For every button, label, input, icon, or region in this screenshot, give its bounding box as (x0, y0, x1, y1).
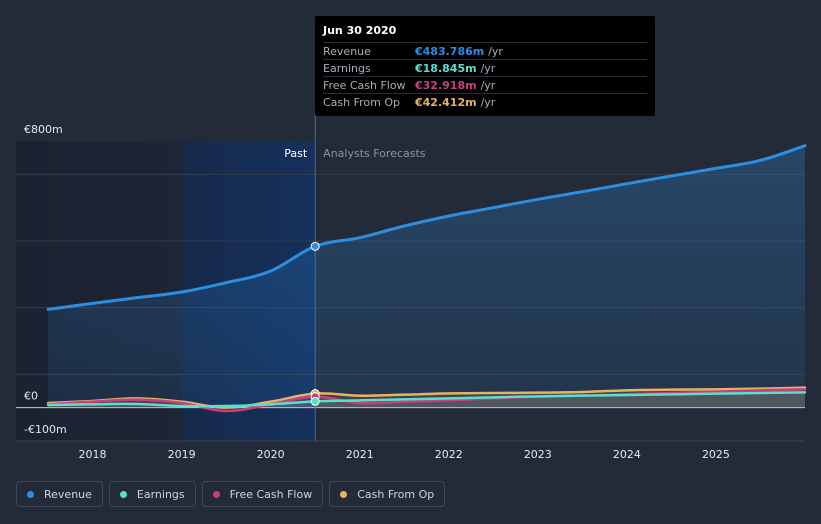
legend-label: Earnings (136, 487, 185, 501)
tooltip-value: €42.412m (415, 95, 477, 109)
x-tick-label: 2021 (346, 448, 374, 461)
tooltip-unit: /yr (488, 44, 503, 58)
tooltip-row-earnings: Earnings €18.845m /yr (323, 59, 647, 76)
tooltip-unit: /yr (480, 61, 496, 75)
tooltip-row-revenue: Revenue €483.786m /yr (323, 42, 647, 59)
legend-dot-icon (340, 490, 348, 498)
y-tick-label: €0 (24, 390, 38, 403)
legend-dot-icon (119, 490, 127, 498)
legend-item-revenue[interactable]: Revenue (16, 481, 103, 507)
tooltip-value: €18.845m (415, 61, 477, 75)
tooltip-label: Cash From Op (323, 95, 401, 109)
tooltip-label: Revenue (323, 44, 371, 58)
past-label: Past (284, 147, 308, 160)
earnings-marker (310, 396, 320, 406)
forecast-label: Analysts Forecasts (323, 147, 426, 160)
tooltip-date: Jun 30 2020 (323, 24, 397, 37)
x-tick-label: 2022 (435, 448, 463, 461)
tooltip-value: €32.918m (415, 78, 477, 92)
x-tick-label: 2023 (524, 448, 552, 461)
y-tick-label: €800m (24, 123, 63, 136)
revenue-area (48, 145, 805, 408)
tooltip-label: Earnings (323, 61, 371, 75)
tooltip: Jun 30 2020 Revenue €483.786m /yr Earnin… (315, 16, 655, 116)
legend-dot-icon (212, 490, 220, 498)
tooltip-row-free-cash-flow: Free Cash Flow €32.918m /yr (323, 76, 647, 93)
legend-item-cash-from-op[interactable]: Cash From Op (329, 481, 446, 507)
x-tick-label: 2024 (613, 448, 641, 461)
legend-label: Cash From Op (357, 487, 435, 501)
legend-label: Revenue (44, 487, 92, 501)
free-cash-flow-line (46, 388, 807, 413)
x-tick-label: 2018 (79, 448, 107, 461)
highlight-markers (310, 241, 320, 406)
tooltip-row-cash-from-op: Cash From Op €42.412m /yr (323, 93, 647, 110)
revenue-line (46, 144, 807, 311)
x-tick-label: 2020 (257, 448, 285, 461)
x-axis-labels: 2018 2019 2020 2021 2022 2023 2024 2025 (79, 448, 730, 461)
y-tick-label: -€100m (24, 423, 67, 436)
y-axis-labels: €800m €0 -€100m (24, 123, 67, 436)
legend: Revenue Earnings Free Cash Flow Cash Fro… (16, 481, 446, 507)
tooltip-label: Free Cash Flow (323, 78, 406, 92)
legend-item-earnings[interactable]: Earnings (108, 481, 196, 507)
legend-label: Free Cash Flow (229, 487, 313, 501)
earnings-line (46, 391, 807, 408)
legend-dot-icon (27, 490, 34, 498)
revenue-marker (310, 241, 320, 251)
tooltip-unit: /yr (480, 78, 496, 92)
x-tick-label: 2025 (702, 448, 730, 461)
x-tick-label: 2019 (168, 448, 196, 461)
cash-from-op-line (46, 386, 807, 409)
legend-item-free-cash-flow[interactable]: Free Cash Flow (201, 481, 324, 507)
series-lines (46, 144, 807, 413)
tooltip-value: €483.786m (415, 44, 485, 58)
tooltip-unit: /yr (480, 95, 496, 109)
